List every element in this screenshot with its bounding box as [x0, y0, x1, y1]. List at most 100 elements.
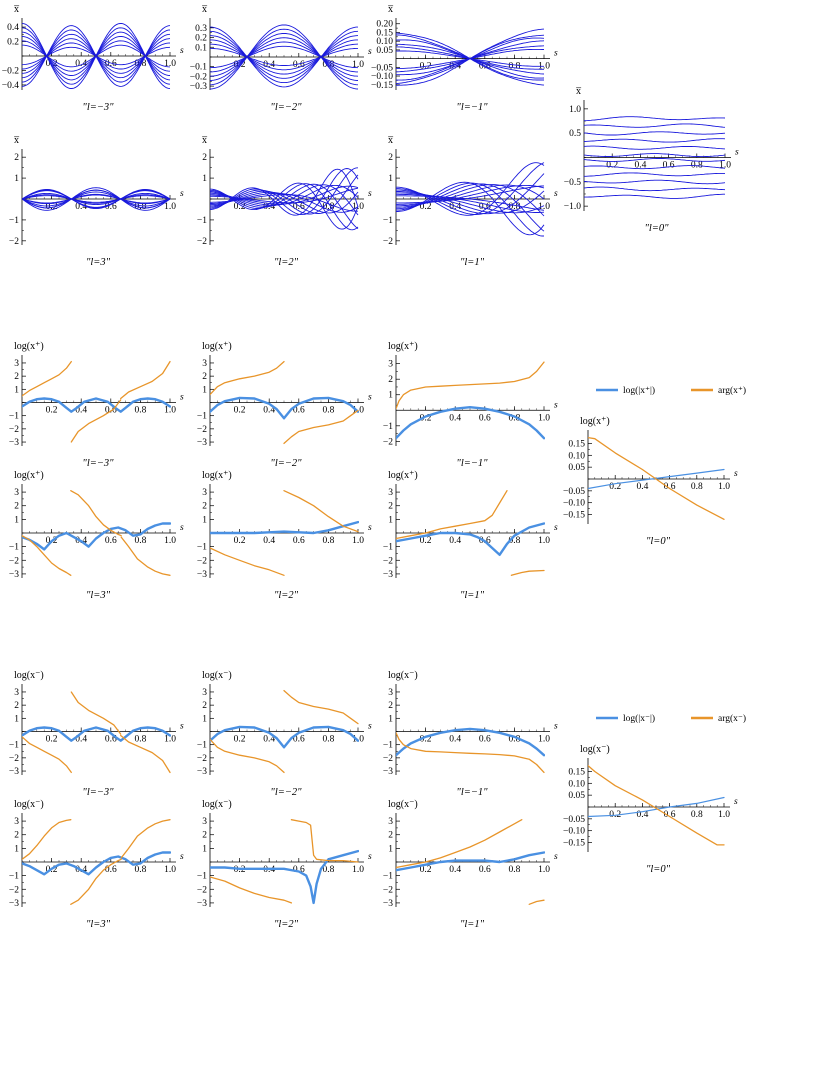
mode-curve	[22, 195, 171, 203]
y-tick-label: 1.0	[569, 105, 581, 115]
mode-curve	[584, 145, 726, 150]
panel-caption: "l=3"	[86, 257, 111, 268]
arg-curve	[396, 819, 523, 869]
panel-caption: "l=−1"	[456, 787, 488, 798]
panel-caption: "l=1"	[460, 257, 485, 268]
y-tick-label: 3	[14, 488, 19, 498]
x-tick-label: 0.4	[75, 59, 87, 69]
panel-p4b: log(x⁺) −3 −2 −1 1 2 3 0.2 0.4 0.6 0.8 1.0 s "l=2"	[197, 470, 372, 601]
x-tick-label: 0.2	[606, 161, 618, 171]
y-tick-label: 3	[202, 359, 207, 369]
mode-curve	[210, 41, 358, 73]
panel-r1d: x̅−1.0−0.50.51.00.2 0.4 0.6 0.8 1.0s"l=0"	[564, 86, 739, 234]
x-tick-label: 1.0	[164, 406, 176, 416]
y-tick-label: 1	[202, 844, 207, 854]
mode-curve	[210, 33, 359, 81]
y-tick-label: 3	[202, 688, 207, 698]
y-tick-label: 3	[14, 359, 19, 369]
x-tick-label: 0.6	[105, 735, 117, 745]
y-tick-label: 1	[14, 174, 19, 184]
y-tick-label: 2	[388, 502, 393, 512]
arg-curve	[290, 819, 359, 863]
mode-curve	[584, 131, 726, 136]
arg-curve	[70, 490, 122, 537]
panel-m5c: log(x⁻) −3 −2 −1 1 2 3 0.2 0.4 0.6 0.8 1.0 s "l=−1"	[383, 670, 558, 798]
log-abs-curve	[22, 726, 171, 742]
y-tick-label: 2	[202, 831, 207, 841]
x-tick-label: 0.8	[508, 536, 520, 546]
y-axis-label: x̅	[202, 4, 208, 15]
y-tick-label: 2	[14, 701, 19, 711]
mode-curve	[584, 123, 726, 128]
x-tick-label: 1.0	[352, 865, 364, 875]
mode-curve	[584, 165, 726, 170]
x-tick-label: 1.0	[718, 810, 730, 820]
y-tick-label: −1	[197, 412, 207, 422]
x-tick-label: 0.6	[105, 59, 117, 69]
y-tick-label: 0.15	[376, 28, 393, 38]
panel-caption: "l=2"	[274, 257, 299, 268]
arg-curve	[120, 819, 171, 859]
log-abs-curve	[396, 522, 545, 556]
y-tick-label: 3	[202, 488, 207, 498]
y-tick-label: −2	[383, 885, 393, 895]
mode-curve	[396, 181, 545, 236]
arg-curve	[70, 691, 122, 735]
x-tick-label: 0.8	[508, 202, 520, 212]
y-tick-label: 3	[388, 817, 393, 827]
panel-caption: "l=−3"	[82, 458, 114, 469]
x-tick-label: 0.8	[691, 482, 703, 492]
x-tick-label: 0.8	[508, 62, 520, 72]
x-tick-label: 0.2	[234, 735, 246, 745]
y-tick-label: −3	[197, 438, 207, 448]
mode-curve	[210, 24, 359, 90]
x-tick-label: 0.4	[75, 735, 87, 745]
y-tick-label: −0.15	[371, 81, 393, 91]
arg-curve	[22, 819, 72, 860]
mode-curve	[210, 167, 359, 215]
y-tick-label: 1	[14, 515, 19, 525]
arg-curve	[120, 536, 171, 576]
x-axis-label: s	[180, 523, 184, 533]
panel-p3d: log(x⁺) −0.15 −0.10 −0.05 0.05 0.10 0.15 0.2 0.4…	[563, 416, 738, 547]
y-tick-label: −0.15	[563, 511, 585, 521]
x-tick-label: 0.8	[322, 60, 334, 70]
arg-curve	[283, 689, 359, 725]
mode-curve	[22, 190, 171, 208]
panel-p3c: log(x⁺) −2 −1 1 2 3 0.2 0.4 0.6 0.8 1.0 s "l=−1"	[383, 341, 558, 469]
y-tick-label: −3	[9, 767, 19, 777]
mode-curve	[396, 185, 545, 204]
x-tick-label: 1.0	[164, 536, 176, 546]
x-tick-label: 0.6	[664, 482, 676, 492]
x-tick-label: 0.4	[263, 60, 275, 70]
arg-curve	[510, 569, 545, 576]
legend-xminus: log(|x⁻|) arg(x⁻)	[596, 713, 746, 724]
arg-curve	[588, 764, 725, 846]
y-tick-label: 0.1	[195, 43, 207, 53]
x-tick-label: 1.0	[164, 202, 176, 212]
arg-curve	[396, 361, 545, 410]
x-axis-label: s	[554, 49, 558, 59]
mode-curve	[22, 194, 171, 204]
mode-curve	[396, 28, 545, 86]
mode-curve	[396, 195, 545, 211]
mode-curve	[584, 186, 726, 192]
y-tick-label: −0.05	[371, 63, 393, 73]
y-tick-label: 0.05	[568, 791, 585, 801]
y-tick-label: −3	[197, 570, 207, 580]
x-tick-label: 1.0	[538, 413, 550, 423]
mode-curve	[22, 192, 171, 206]
x-tick-label: 0.8	[508, 735, 520, 745]
x-tick-label: 0.2	[420, 202, 432, 212]
y-axis-label: log(x⁻)	[580, 744, 610, 755]
y-tick-label: 1	[202, 174, 207, 184]
x-tick-label: 0.4	[449, 536, 461, 546]
y-tick-label: 1	[14, 385, 19, 395]
x-axis-label: s	[735, 148, 739, 158]
y-tick-label: 2	[202, 502, 207, 512]
y-tick-label: 0.2	[195, 34, 207, 44]
panel-caption: "l=−1"	[456, 458, 488, 469]
